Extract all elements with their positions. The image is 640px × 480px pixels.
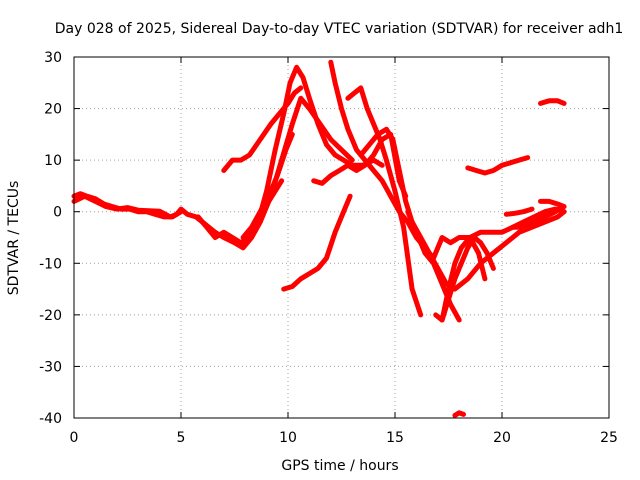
y-tick-label: -10 bbox=[39, 256, 62, 272]
x-tick-label: 5 bbox=[177, 430, 186, 446]
y-tick-label: 30 bbox=[44, 50, 62, 66]
series-track-b bbox=[195, 64, 385, 246]
x-tick-label: 15 bbox=[386, 430, 404, 446]
x-tick-label: 20 bbox=[493, 430, 511, 446]
series-track-m bbox=[439, 235, 488, 323]
series-track-d bbox=[240, 131, 295, 240]
series-track-i bbox=[345, 85, 424, 318]
plot-frame bbox=[73, 56, 610, 419]
series-track-q bbox=[538, 198, 567, 210]
x-tick-label: 10 bbox=[279, 430, 297, 446]
x-axis-label: GPS time / hours bbox=[281, 458, 398, 474]
y-tick-label: -20 bbox=[39, 308, 62, 324]
series-track-e bbox=[253, 178, 285, 225]
series-track-c bbox=[221, 85, 304, 173]
y-axis-label: SDTVAR / TECUs bbox=[6, 181, 22, 296]
series-track-a bbox=[71, 191, 184, 220]
series-track-f bbox=[281, 193, 353, 292]
y-tick-label: -40 bbox=[39, 411, 62, 427]
series-baseline-track bbox=[71, 95, 355, 251]
series-track-k bbox=[405, 209, 462, 323]
series-layer bbox=[71, 59, 567, 418]
series-track-o bbox=[465, 155, 531, 176]
series-track-j bbox=[358, 126, 567, 292]
x-tick-label: 0 bbox=[70, 430, 79, 446]
y-tick-label: 0 bbox=[53, 205, 62, 221]
y-tick-label: 10 bbox=[44, 153, 62, 169]
chart-title: Day 028 of 2025, Sidereal Day-to-day VTE… bbox=[55, 21, 623, 37]
series-track-p bbox=[503, 206, 535, 217]
series-track-n bbox=[452, 410, 466, 418]
series-track-s bbox=[510, 206, 567, 230]
grid-layer bbox=[74, 57, 609, 418]
tick-layer: 0 5 10 15 20 25 -40 -30 -20 -10 0 10 20 30 bbox=[39, 50, 618, 446]
y-tick-label: -30 bbox=[39, 359, 62, 375]
series-track-r bbox=[538, 98, 567, 106]
x-tick-label: 25 bbox=[600, 430, 618, 446]
y-tick-label: 20 bbox=[44, 102, 62, 118]
